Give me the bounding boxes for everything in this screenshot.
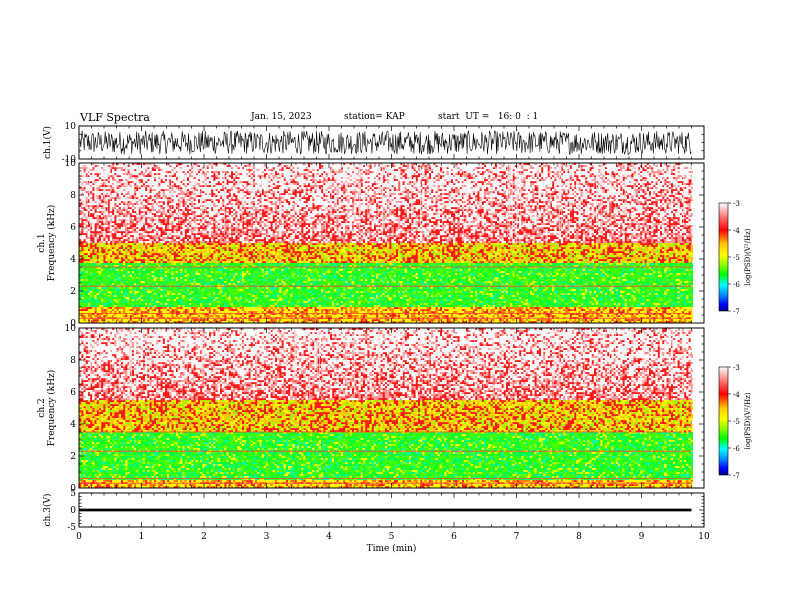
y-axis-label: ch.3(V) — [42, 494, 53, 527]
y-axis-label: ch.2 — [37, 398, 47, 417]
colorbar-tick-label: -3 — [733, 364, 740, 372]
y-tick-label: 0 — [70, 506, 76, 516]
y-tick-label: 8 — [70, 191, 76, 201]
colorbar-tick-label: -7 — [733, 308, 740, 316]
x-tick-label: 10 — [698, 532, 710, 542]
colorbar-tick-label: -4 — [733, 227, 740, 235]
spectrogram-2 — [79, 328, 693, 488]
y-tick-label: 4 — [70, 255, 76, 265]
colorbar-label: log(PSD)(V²/Hz) — [744, 228, 752, 285]
y-axis-label: ch.1 — [37, 233, 47, 252]
y-tick-label: 4 — [70, 420, 76, 430]
colorbar-tick-label: -7 — [733, 472, 740, 480]
y-tick-label: 2 — [70, 452, 76, 462]
colorbar-tick-label: -5 — [733, 418, 740, 426]
colorbar-tick-label: -4 — [733, 391, 740, 399]
y-tick-label: 10 — [65, 159, 77, 169]
x-tick-label: 0 — [76, 532, 82, 542]
colorbar-tick-label: -3 — [733, 200, 740, 208]
x-tick-label: 4 — [326, 532, 332, 542]
y-tick-label: 8 — [70, 356, 76, 366]
x-tick-label: 1 — [139, 532, 145, 542]
y-axis-label: Frequency (kHz) — [46, 370, 57, 447]
x-tick-label: 5 — [389, 532, 395, 542]
y-tick-label: 5 — [70, 489, 76, 499]
x-axis-label: Time (min) — [367, 543, 417, 554]
ch3-waveform-band — [79, 509, 692, 512]
y-axis-label: ch.1(V) — [42, 126, 53, 159]
y-tick-label: 2 — [70, 287, 76, 297]
vlf-spectra-figure: 10-10ch.1(V)0246810ch.1 Frequency (kHz)-3… — [0, 0, 792, 612]
spectrogram-1 — [79, 163, 693, 323]
y-tick-label: 6 — [70, 223, 76, 233]
colorbar-tick-label: -5 — [733, 254, 740, 262]
x-tick-label: 8 — [576, 532, 582, 542]
colorbar-tick-label: -6 — [733, 445, 740, 453]
colorbar-label: log(PSD)(V²/Hz) — [744, 392, 752, 449]
x-tick-label: 3 — [264, 532, 270, 542]
x-tick-label: 9 — [639, 532, 645, 542]
y-tick-label: 6 — [70, 388, 76, 398]
y-axis-label: Frequency (kHz) — [46, 205, 57, 282]
y-tick-label: 10 — [65, 122, 77, 132]
colorbar — [719, 367, 728, 475]
colorbar-tick-label: -6 — [733, 281, 740, 289]
y-tick-label: 10 — [65, 324, 77, 334]
ch1-waveform-line — [80, 131, 691, 155]
x-tick-label: 7 — [514, 532, 520, 542]
x-tick-label: 2 — [201, 532, 207, 542]
y-tick-label: -5 — [67, 523, 76, 533]
colorbar — [719, 203, 728, 311]
x-tick-label: 6 — [451, 532, 457, 542]
